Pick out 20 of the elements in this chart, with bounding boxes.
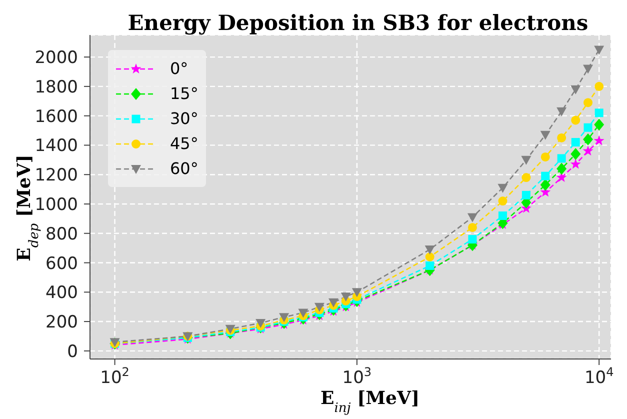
chart-title: Energy Deposition in SB3 for electrons [128,10,588,35]
x-axis-title: E$_{inj}$ [MeV] [320,388,420,416]
x-tick-label: 10$^{2}$ [100,365,130,388]
legend-label: 0° [170,59,188,78]
y-tick-label: 1400 [34,136,78,156]
y-tick-label: 0 [67,342,78,362]
legend-label: 15° [170,84,198,103]
x-tick-label: 10$^{4}$ [584,365,614,388]
x-tick-label: 10$^{3}$ [342,365,372,388]
legend-label: 60° [170,159,198,178]
legend-label: 30° [170,109,198,128]
y-tick-label: 200 [46,312,78,333]
y-tick-label: 600 [46,254,78,274]
y-tick-label: 1600 [34,106,78,127]
y-tick-label: 1200 [34,166,78,186]
y-tick-label: 2000 [34,48,78,68]
y-tick-label: 1800 [34,77,78,98]
legend-label: 45° [170,134,198,153]
y-tick-label: 800 [46,224,78,244]
y-tick-label: 400 [46,283,78,304]
